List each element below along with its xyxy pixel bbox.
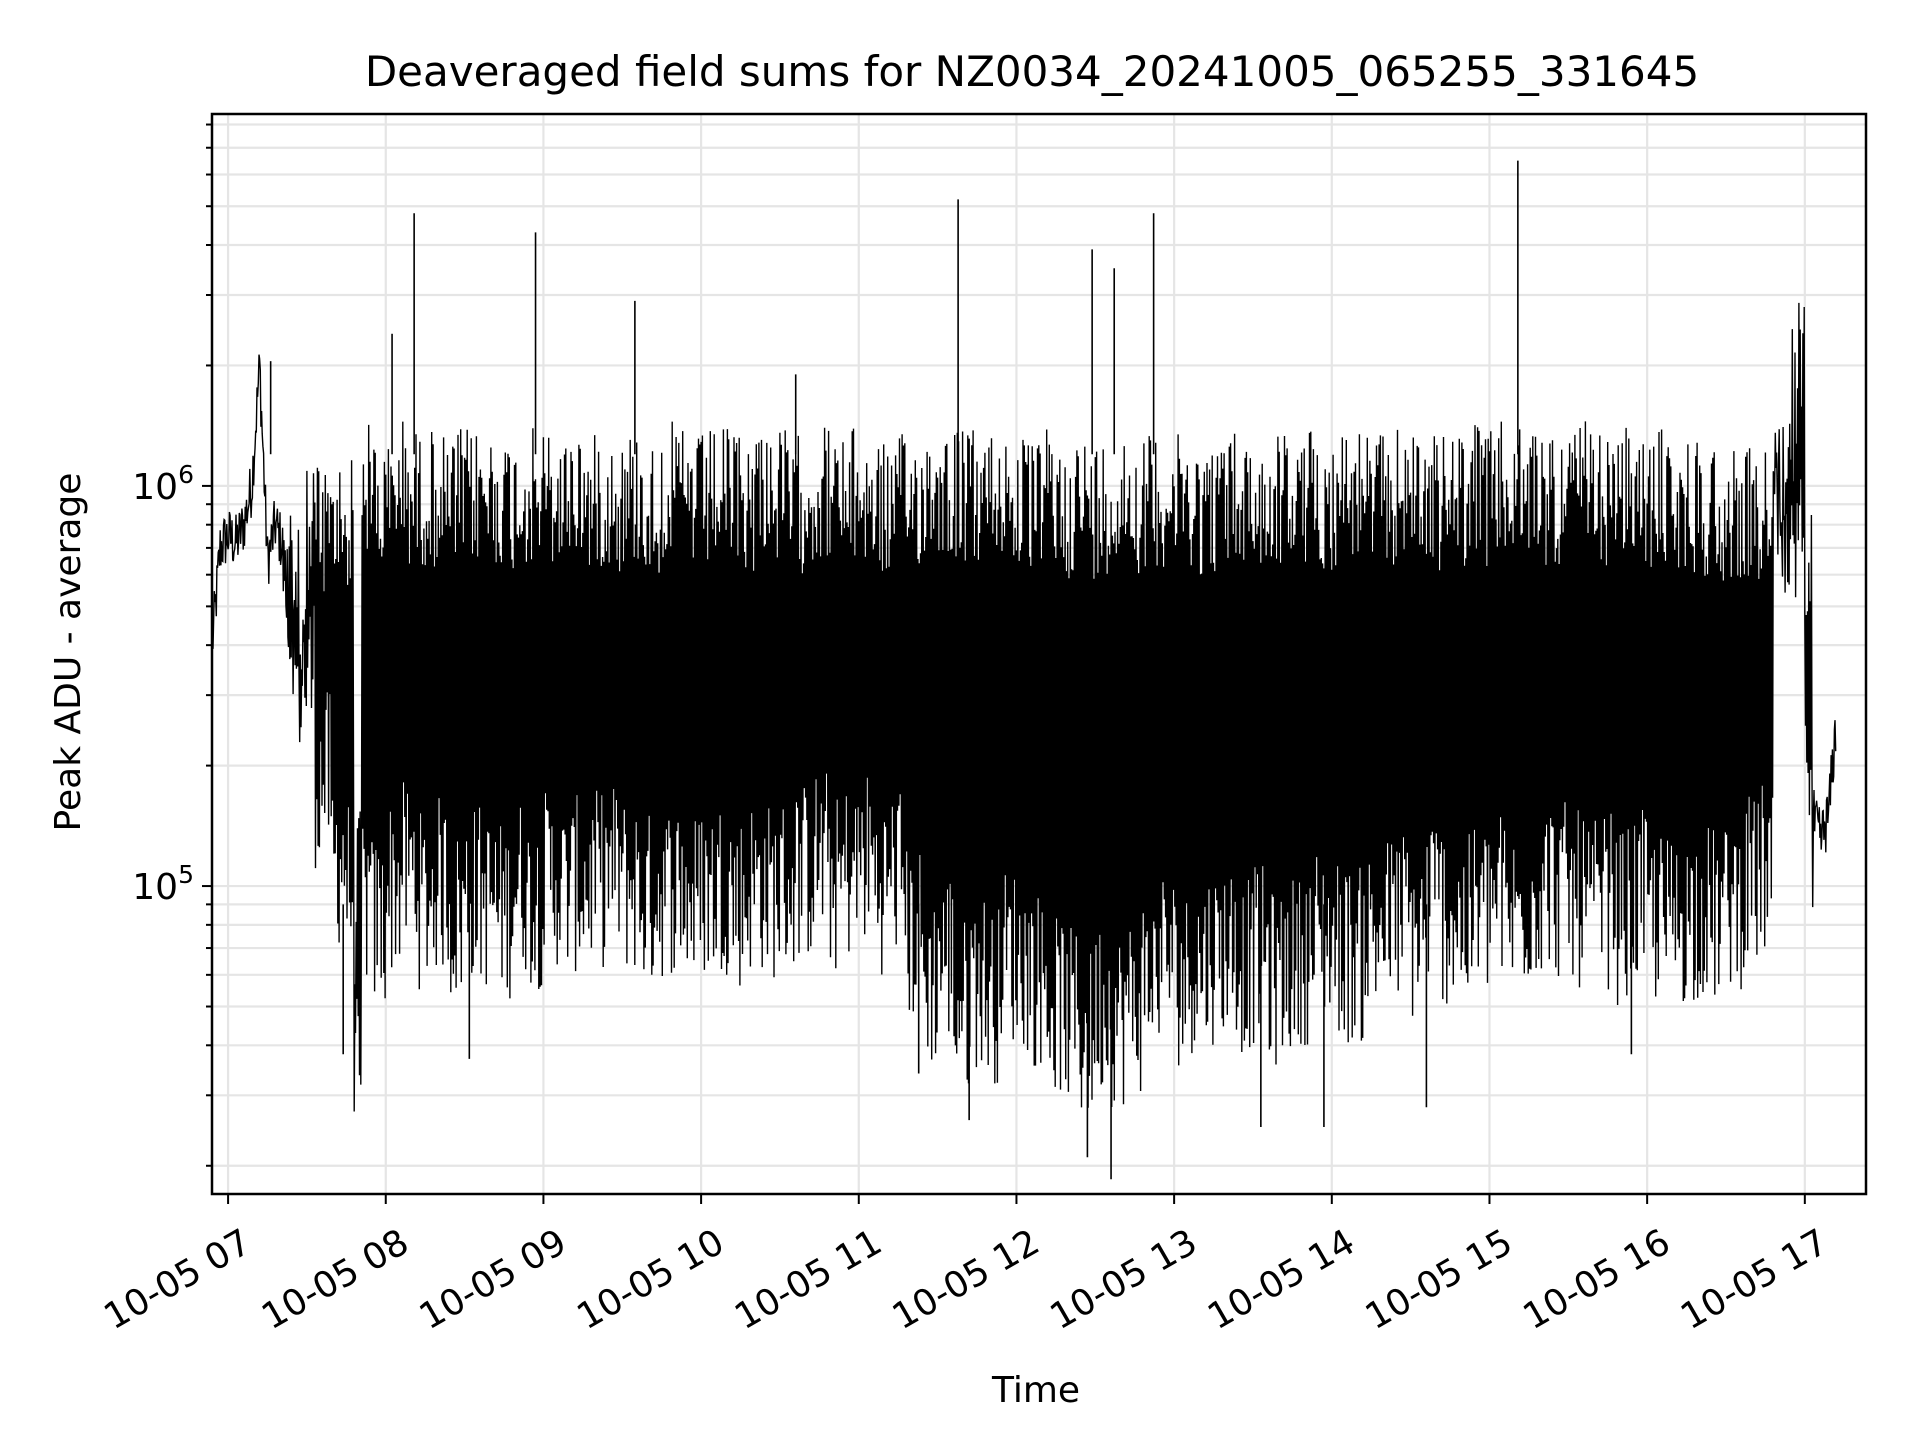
y-tick-label: 106: [132, 460, 194, 508]
x-axis-label: Time: [991, 1370, 1080, 1411]
y-tick-exponent: 6: [178, 460, 194, 489]
plot-frame: [210, 112, 1868, 1196]
y-tick-exponent: 5: [178, 860, 194, 889]
y-axis-label: Peak ADU - average: [48, 473, 89, 832]
y-tick-label: 105: [132, 860, 194, 908]
chart-title: Deaveraged field sums for NZ0034_2024100…: [365, 47, 1699, 96]
y-tick-base: 10: [132, 867, 178, 908]
data-series: [211, 160, 1837, 1180]
y-tick-base: 10: [132, 467, 178, 508]
data-line: [211, 302, 1837, 1112]
